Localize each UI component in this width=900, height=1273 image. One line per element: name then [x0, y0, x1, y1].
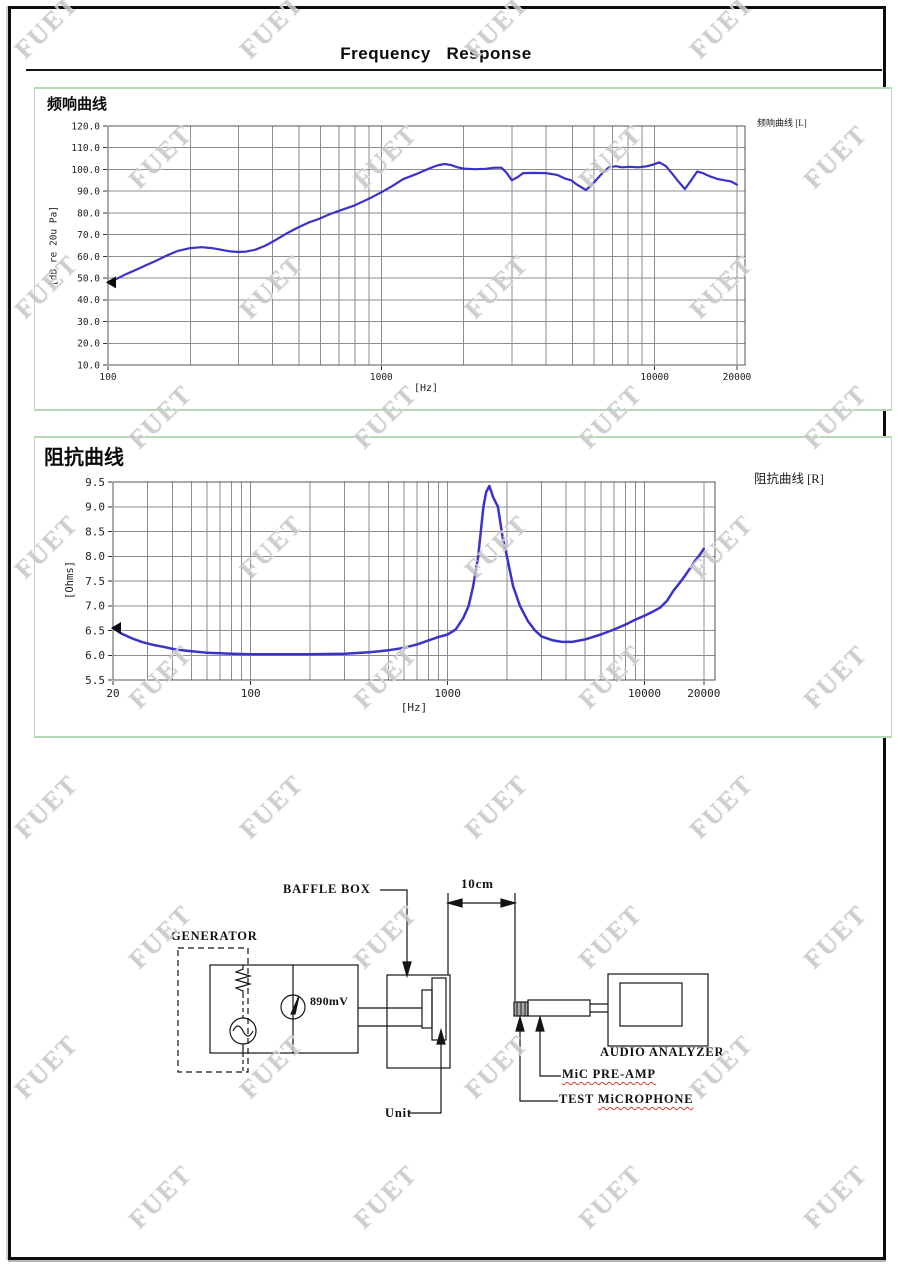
test-microphone-label: TEST MiCROPHONE — [559, 1092, 693, 1107]
y-tick-label: 10.0 — [77, 360, 100, 371]
unit-pointer-line — [409, 1044, 442, 1114]
baffle-box — [386, 974, 451, 1069]
x-tick-label: 20 — [106, 687, 119, 700]
y-tick-label: 120.0 — [71, 121, 100, 132]
y-tick-label: 110.0 — [71, 143, 100, 154]
testmic-arrow-icon — [515, 1014, 525, 1032]
impedance-chart-legend: 阻抗曲线 [R] — [754, 472, 824, 486]
test-microphone-word: MiCROPHONE — [597, 1092, 694, 1106]
axis-tick-labels: 120.0 110.0 100.0 90.0 80.0 70.0 60.0 50.0 40.0 3… — [71, 121, 751, 383]
y-tick-label: 100.0 — [71, 165, 100, 176]
unit-arrow-icon — [436, 1027, 446, 1045]
frequency-response-panel — [34, 87, 892, 411]
impedance-chart: 9.5 9.0 8.5 8.0 7.5 7.0 6.5 6.0 5.520 100 1000 1000… — [85, 476, 720, 700]
distance-label: 10cm — [461, 876, 494, 891]
series-curve — [111, 484, 706, 656]
frequency-chart-title: 频响曲线 — [47, 97, 108, 113]
y-tick-label: 60.0 — [77, 252, 100, 263]
y-tick-label: 80.0 — [77, 208, 100, 219]
impedance-chart-ylabel: [Ohms] — [64, 561, 76, 599]
y-tick-label: 8.5 — [85, 525, 105, 538]
preamp-arrow-icon — [535, 1014, 545, 1032]
frequency-chart-ylabel: [dB re 20u Pa] — [48, 205, 60, 287]
y-tick-label: 7.0 — [85, 600, 105, 613]
dimension-arrow-left-icon — [445, 898, 463, 908]
impedance-panel — [34, 436, 892, 738]
x-tick-label: 100 — [241, 687, 261, 700]
baffle-box-arrow-icon — [402, 961, 412, 979]
y-tick-label: 90.0 — [77, 187, 100, 198]
generator-box — [209, 964, 359, 1054]
axis-tick-labels: 9.5 9.0 8.5 8.0 7.5 7.0 6.5 6.0 5.520 100 1000 1000… — [85, 476, 720, 700]
x-tick-label: 10000 — [628, 687, 661, 700]
test-microphone-prefix: TEST — [559, 1092, 598, 1106]
curve-start-marker — [106, 276, 116, 289]
unit-label: Unit — [385, 1106, 412, 1120]
x-tick-label: 100 — [99, 372, 116, 383]
dimension-arrow-right-icon — [500, 898, 518, 908]
y-tick-label: 30.0 — [77, 317, 100, 328]
audio-analyzer-label: AUDIO ANALYZER — [600, 1045, 725, 1059]
voltmeter-icon — [280, 994, 306, 1020]
x-tick-label: 20000 — [723, 372, 752, 383]
x-tick-label: 20000 — [687, 687, 720, 700]
title-rule — [26, 69, 882, 71]
preamp-pointer-line — [539, 1030, 561, 1077]
plot-border — [112, 481, 716, 681]
impedance-chart-xlabel: [Hz] — [400, 701, 428, 714]
y-tick-label: 6.0 — [85, 649, 105, 662]
mic-preamp-label: MiC PRE-AMP — [562, 1067, 656, 1081]
impedance-chart-title: 阻抗曲线 — [44, 447, 124, 469]
y-tick-label: 8.0 — [85, 550, 105, 563]
speaker-unit-magnet — [431, 977, 447, 1041]
plot-border — [107, 125, 746, 366]
series-curve — [106, 161, 739, 284]
voltage-label: 890mV — [310, 994, 349, 1008]
y-tick-label: 50.0 — [77, 274, 100, 285]
page-title: Frequency Response — [340, 44, 532, 63]
frequency-chart-xlabel: [Hz] — [413, 383, 439, 394]
frequency-chart-legend: 频响曲线 [L] — [757, 118, 807, 128]
generator-dashed-box — [177, 947, 249, 1073]
mic-preamp-body — [527, 999, 591, 1017]
axis-ticks — [103, 125, 738, 370]
speaker-unit-frame — [421, 989, 433, 1029]
x-tick-label: 1000 — [434, 687, 461, 700]
y-tick-label: 40.0 — [77, 295, 100, 306]
y-tick-label: 20.0 — [77, 339, 100, 350]
audio-analyzer-box — [607, 973, 709, 1047]
x-tick-label: 1000 — [370, 372, 393, 383]
generator-label: GENERATOR — [171, 929, 258, 943]
baffle-box-label: BAFFLE BOX — [283, 882, 371, 896]
curve-start-marker — [111, 622, 121, 635]
x-tick-label: 10000 — [640, 372, 669, 383]
y-tick-label: 6.5 — [85, 624, 105, 637]
frequency-response-chart: 120.0 110.0 100.0 90.0 80.0 70.0 60.0 50.0 40.0 3… — [71, 121, 751, 383]
resistor-icon — [233, 965, 253, 994]
voltmeter-needle — [290, 995, 300, 1015]
y-tick-label: 9.0 — [85, 501, 105, 514]
y-tick-label: 9.5 — [85, 476, 105, 489]
y-tick-label: 7.5 — [85, 575, 105, 588]
testmic-pointer-line — [519, 1030, 558, 1102]
y-tick-label: 70.0 — [77, 230, 100, 241]
y-tick-label: 5.5 — [85, 674, 105, 687]
baffle-box-pointer-line — [380, 889, 408, 962]
audio-analyzer-screen — [619, 982, 683, 1027]
axis-ticks — [108, 481, 705, 685]
sine-wave-icon — [232, 1025, 254, 1037]
